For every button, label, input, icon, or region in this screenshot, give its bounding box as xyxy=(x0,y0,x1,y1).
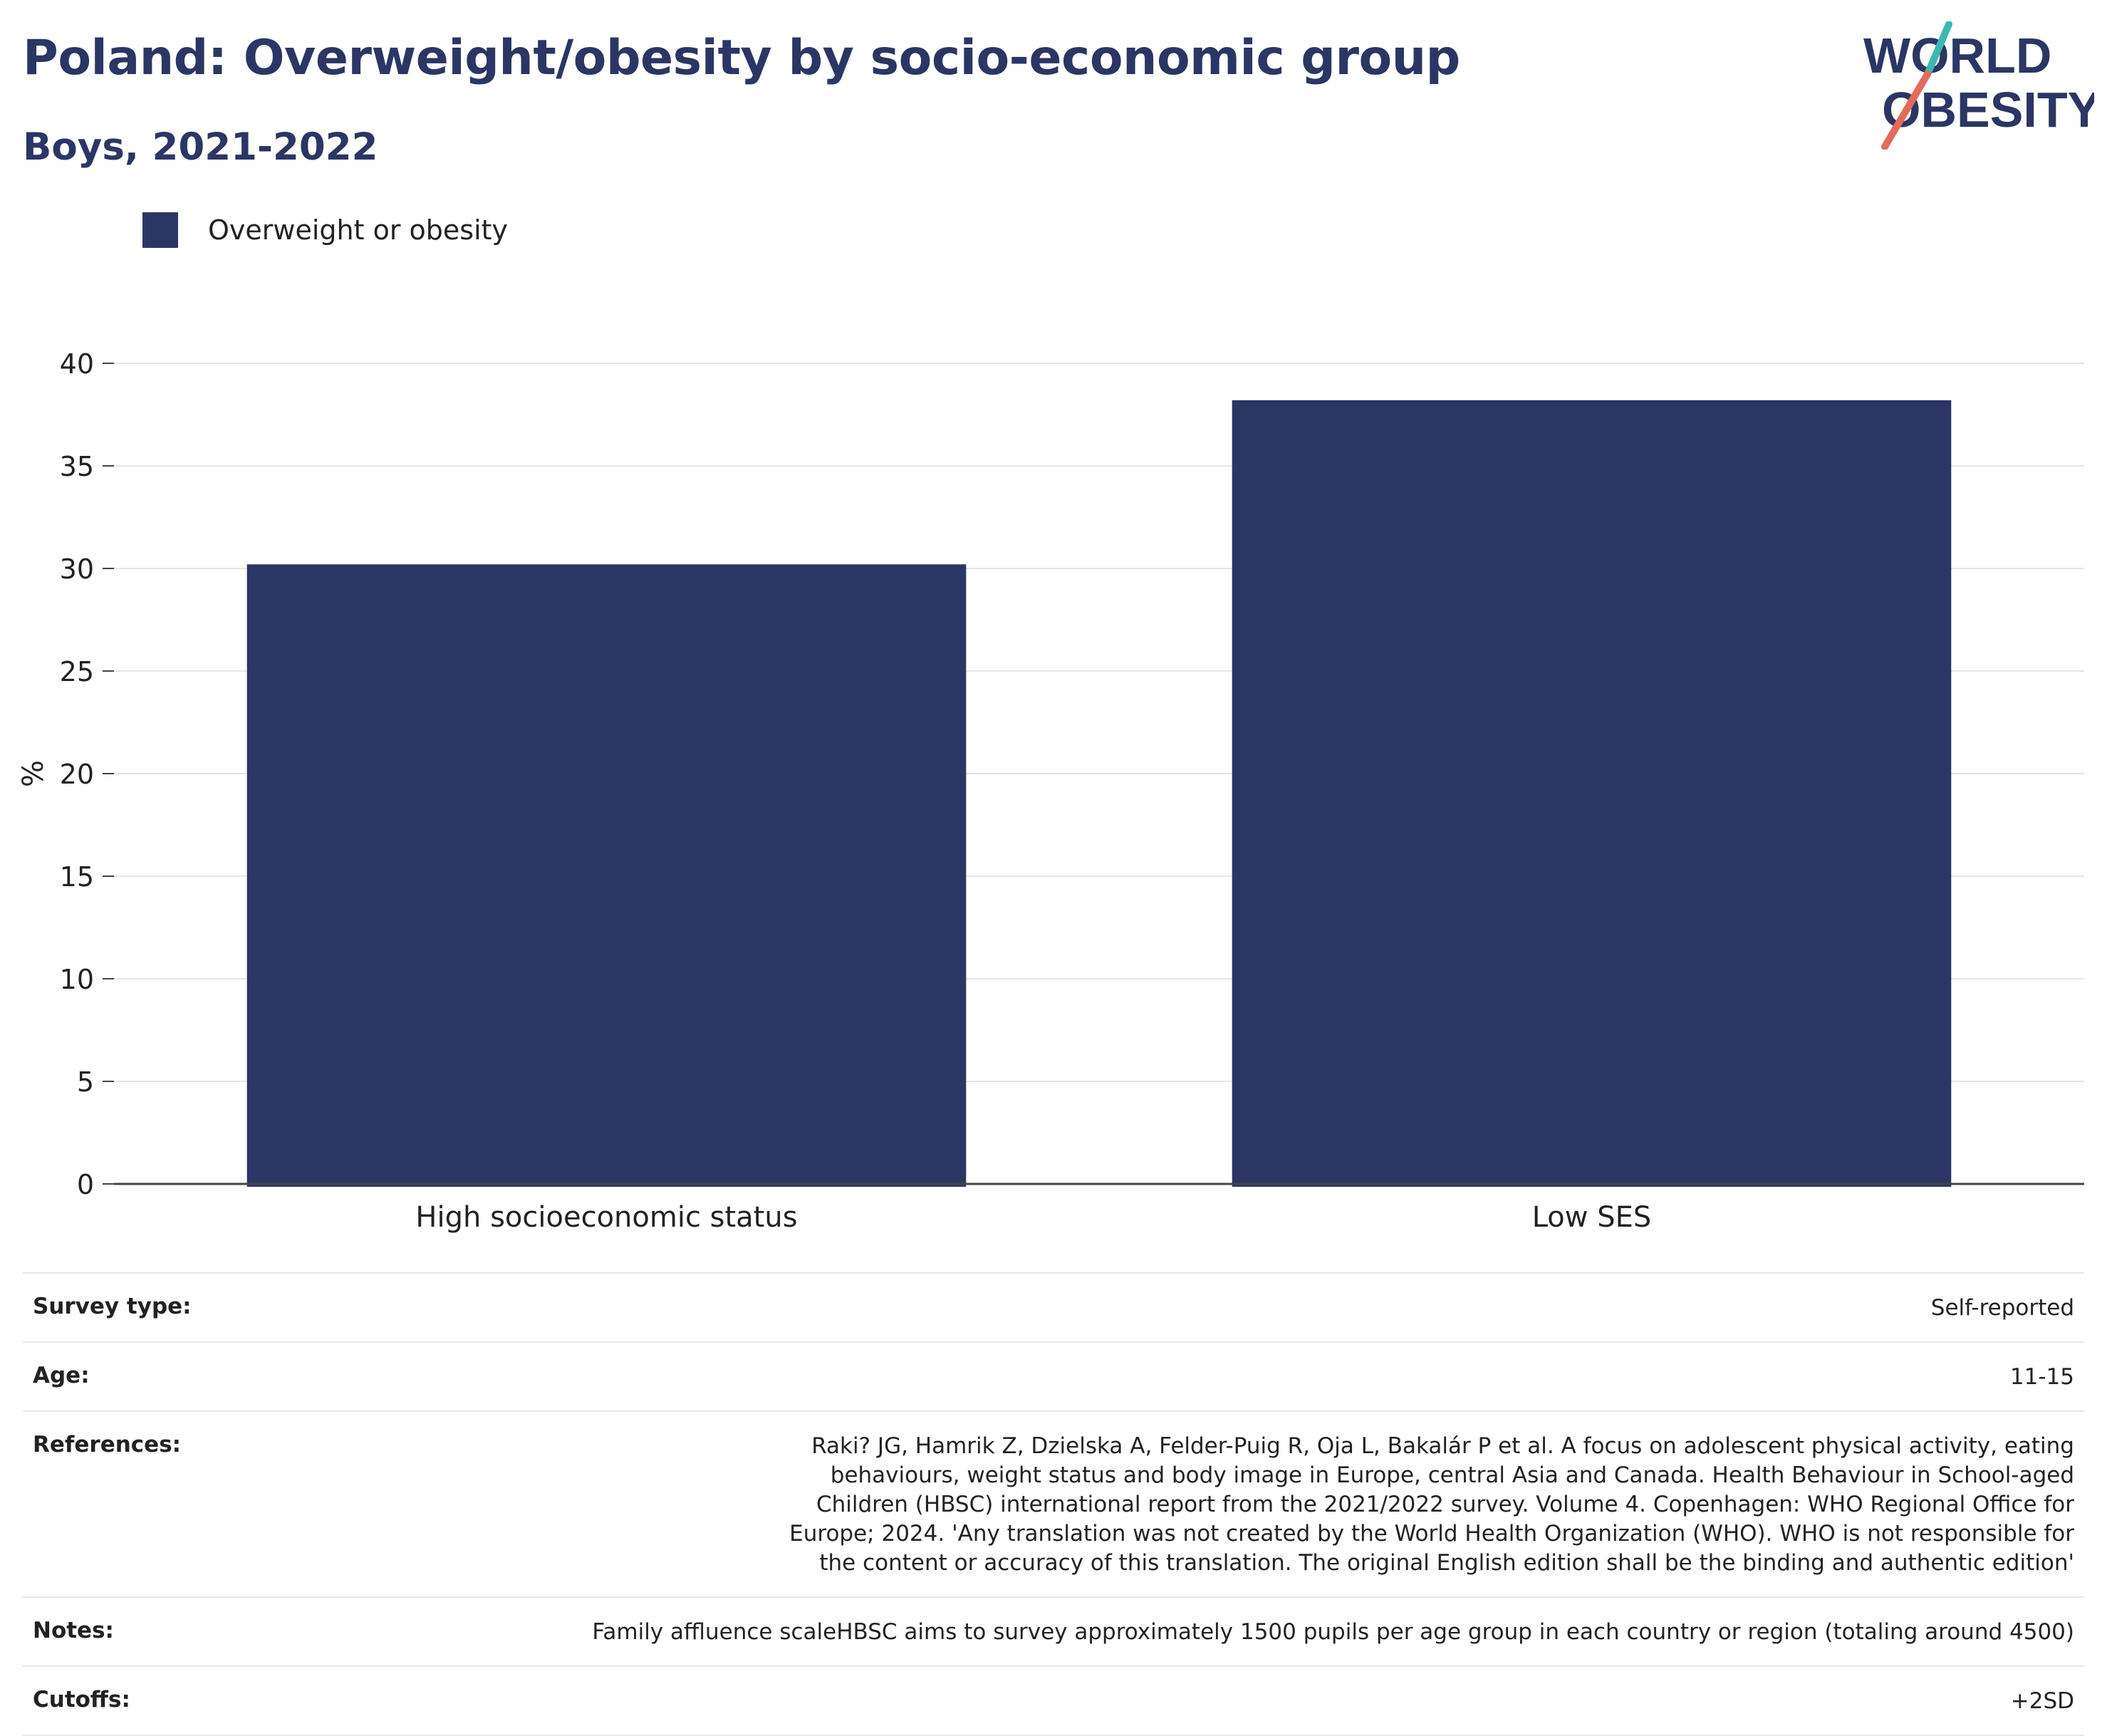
y-tick-label: 40 xyxy=(60,348,94,380)
y-tick-label: 20 xyxy=(60,759,94,790)
details-value: Family affluence scaleHBSC aims to surve… xyxy=(256,1596,2084,1666)
details-value: 11-15 xyxy=(256,1341,2084,1411)
x-tick-label: Low SES xyxy=(1532,1201,1652,1234)
details-label: Survey type: xyxy=(23,1272,256,1342)
details-label: References: xyxy=(23,1410,256,1597)
y-tick-label: 5 xyxy=(77,1066,94,1098)
chart-title: Poland: Overweight/obesity by socio-econ… xyxy=(23,30,1460,86)
legend-label: Overweight or obesity xyxy=(208,214,509,246)
details-label: Notes: xyxy=(23,1596,256,1666)
y-tick-label: 15 xyxy=(60,861,94,893)
y-tick-label: 35 xyxy=(60,451,94,482)
y-tick-label: 10 xyxy=(60,964,94,995)
legend: Overweight or obesity xyxy=(142,212,508,248)
bar xyxy=(246,564,967,1187)
x-tick-label: High socioeconomic status xyxy=(415,1201,797,1234)
details-label: Age: xyxy=(23,1341,256,1411)
bars xyxy=(246,400,1952,1187)
details-value: Raki? JG, Hamrik Z, Dzielska A, Felder-P… xyxy=(256,1410,2084,1597)
y-tick-label: 25 xyxy=(60,656,94,687)
y-axis-ticks: 0 5 10 15 20 25 30 35 40 xyxy=(60,348,114,1200)
logo-text-world: WORLD xyxy=(1863,28,2051,83)
y-tick-label: 0 xyxy=(77,1169,94,1200)
details-row: References: Raki? JG, Hamrik Z, Dzielska … xyxy=(23,1410,2084,1597)
y-axis-label: % xyxy=(17,760,50,787)
details-value: +2SD xyxy=(256,1665,2084,1736)
details-row: Survey type: Self-reported xyxy=(23,1272,2084,1342)
bar xyxy=(1232,400,1952,1187)
world-obesity-logo: WORLD OBESITY xyxy=(1863,21,2094,150)
logo-slash-bottom xyxy=(1881,71,1931,150)
details-row: Age: 11-15 xyxy=(23,1341,2084,1411)
bar-chart: 0 5 10 15 20 25 30 35 40 High socioeconomic stat… xyxy=(17,348,2084,1234)
y-tick-label: 30 xyxy=(60,553,94,585)
legend-swatch xyxy=(142,212,178,248)
details-label: Cutoffs: xyxy=(23,1665,256,1736)
logo-slash-top xyxy=(1924,21,1952,78)
chart-subtitle: Boys, 2021-2022 xyxy=(23,125,378,169)
details-row: Cutoffs: +2SD xyxy=(23,1665,2084,1736)
details-table: Survey type: Self-reported Age: 11-15 Refere… xyxy=(23,1272,2084,1736)
x-axis-labels: High socioeconomic status Low SES xyxy=(415,1201,1651,1234)
details-value: Self-reported xyxy=(256,1272,2084,1342)
details-row: Notes: Family affluence scaleHBSC aims to… xyxy=(23,1596,2084,1666)
